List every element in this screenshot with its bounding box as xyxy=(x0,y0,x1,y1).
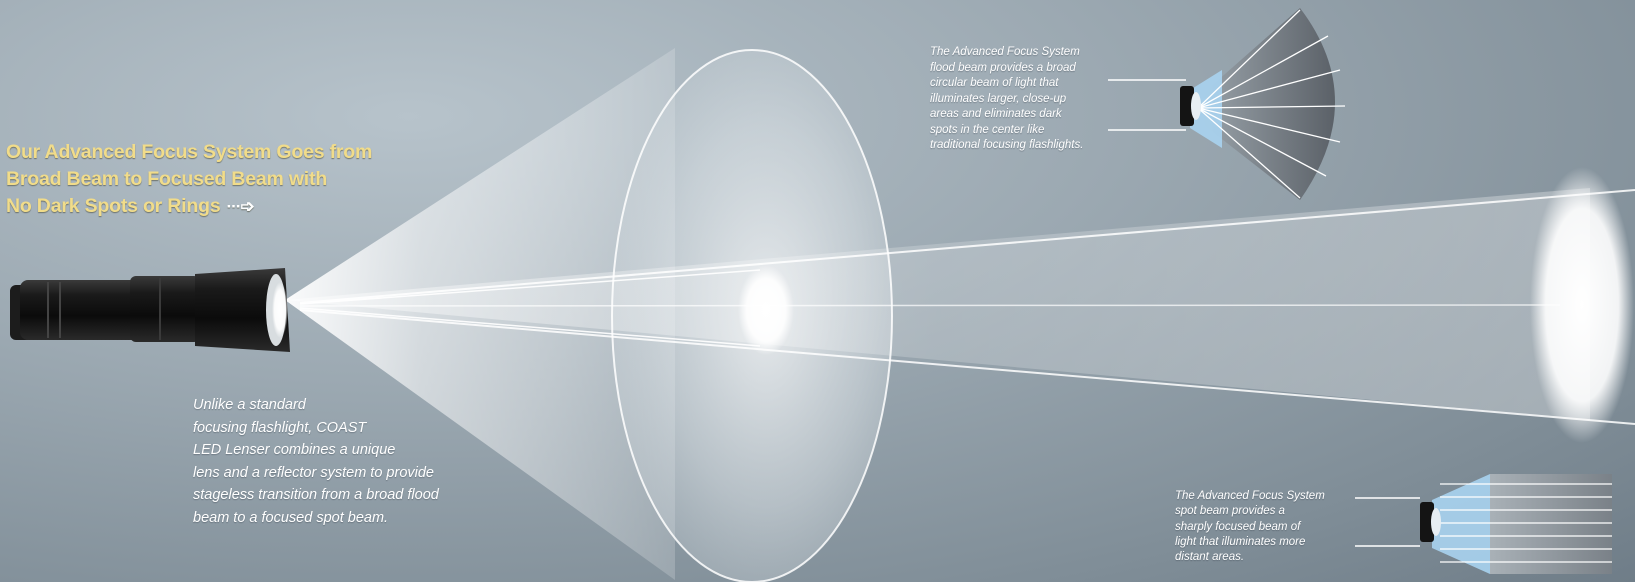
flood-beam-diagram xyxy=(1108,8,1346,200)
caption-line: stageless transition from a broad flood xyxy=(193,487,439,503)
caption-line: The Advanced Focus System xyxy=(1175,490,1325,502)
caption-line: areas and eliminates dark xyxy=(930,108,1062,120)
caption-line: spots in the center like xyxy=(930,123,1045,136)
headline-line-text: No Dark Spots or Rings xyxy=(6,195,221,217)
caption-line: flood beam provides a broad xyxy=(930,61,1076,74)
spot-beam-diagram xyxy=(1355,474,1612,574)
caption-line: traditional focusing flashlights. xyxy=(930,139,1084,151)
headline-line: Broad Beam to Focused Beam with xyxy=(6,168,328,190)
dotted-arrow-right-icon: ···➩ xyxy=(226,197,254,216)
caption-line: spot beam provides a xyxy=(1175,505,1285,518)
caption-line: sharply focused beam of xyxy=(1175,520,1301,533)
flood-caption: The Advanced Focus System flood beam pro… xyxy=(930,45,1083,154)
caption-line: focusing flashlight, COAST xyxy=(193,419,367,436)
spot-caption: The Advanced Focus System spot beam prov… xyxy=(1175,489,1325,565)
main-caption: Unlike a standard focusing flashlight, C… xyxy=(193,394,439,529)
caption-line: circular beam of light that xyxy=(930,77,1059,89)
spot-beam-cone xyxy=(285,167,1635,443)
caption-line: distant areas. xyxy=(1175,551,1245,564)
headline-line: No Dark Spots or Rings ···➩ xyxy=(6,193,366,220)
caption-line: Unlike a standard xyxy=(193,397,306,413)
caption-line: illuminates larger, close-up xyxy=(930,92,1067,105)
headline-line: Our Advanced Focus System Goes from xyxy=(6,141,373,163)
caption-line: light that illuminates more xyxy=(1175,535,1306,548)
caption-line: LED Lenser combines a unique xyxy=(193,442,396,458)
caption-line: lens and a reflector system to provide xyxy=(193,464,434,481)
headline: Our Advanced Focus System Goes from Broa… xyxy=(6,139,373,220)
caption-line: beam to a focused spot beam. xyxy=(193,509,389,526)
caption-line: The Advanced Focus System xyxy=(930,46,1080,58)
flashlight xyxy=(10,268,290,352)
